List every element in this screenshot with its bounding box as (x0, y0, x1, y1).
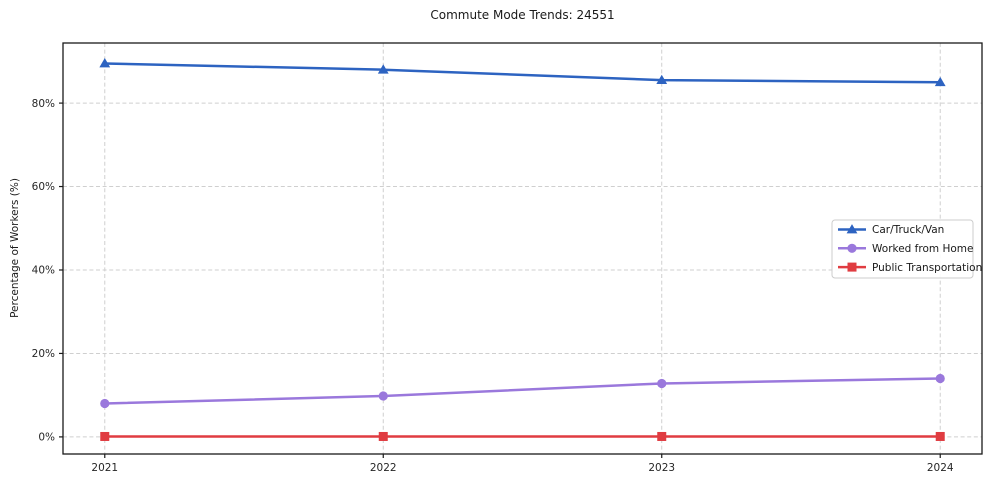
data-point-marker (846, 224, 858, 234)
data-point-marker (847, 262, 857, 272)
legend-label: Worked from Home (872, 243, 973, 255)
legend-label: Public Transportation (872, 262, 982, 274)
data-point-marker (657, 378, 667, 389)
series-line (103, 62, 942, 84)
series-public-transportation (100, 431, 945, 441)
data-point-marker (657, 431, 667, 441)
x-tick-label: 2023 (648, 462, 675, 474)
series-line (103, 377, 942, 405)
x-tick-label: 2021 (91, 462, 118, 474)
y-tick-label: 40% (32, 265, 55, 277)
y-tick-label: 0% (38, 432, 55, 444)
data-point-marker (934, 76, 946, 87)
series-car-truck-van (99, 58, 946, 87)
legend-item-worked-from-home: Worked from Home (838, 243, 973, 255)
legend: Car/Truck/Van Worked from Home Public Tran… (831, 219, 982, 279)
plot-border (62, 42, 983, 455)
x-tick-label: 2024 (927, 462, 954, 474)
data-point-marker (377, 64, 389, 74)
data-point-marker (378, 391, 388, 401)
data-point-marker (935, 373, 945, 384)
data-point-marker (99, 58, 111, 68)
axis-ticks: 0% 20% 40% 60% 80% 2021 2022 2023 2024 (32, 98, 954, 474)
y-tick-label: 60% (32, 181, 55, 193)
x-tick-label: 2022 (370, 462, 397, 474)
data-point-marker (656, 74, 668, 85)
data-point-marker (100, 398, 110, 409)
legend-item-car-truck-van: Car/Truck/Van (838, 224, 944, 236)
data-point-marker (100, 431, 110, 441)
chart-title: Commute Mode Trends: 24551 (430, 8, 615, 22)
legend-box (831, 219, 974, 279)
data-point-marker (378, 431, 388, 441)
data-point-marker (847, 243, 857, 253)
series-worked-from-home (100, 373, 945, 409)
legend-item-public-transportation: Public Transportation (838, 262, 982, 274)
y-tick-label: 80% (32, 98, 55, 110)
data-point-marker (935, 431, 945, 441)
y-tick-label: 20% (32, 348, 55, 360)
legend-label: Car/Truck/Van (872, 224, 944, 236)
